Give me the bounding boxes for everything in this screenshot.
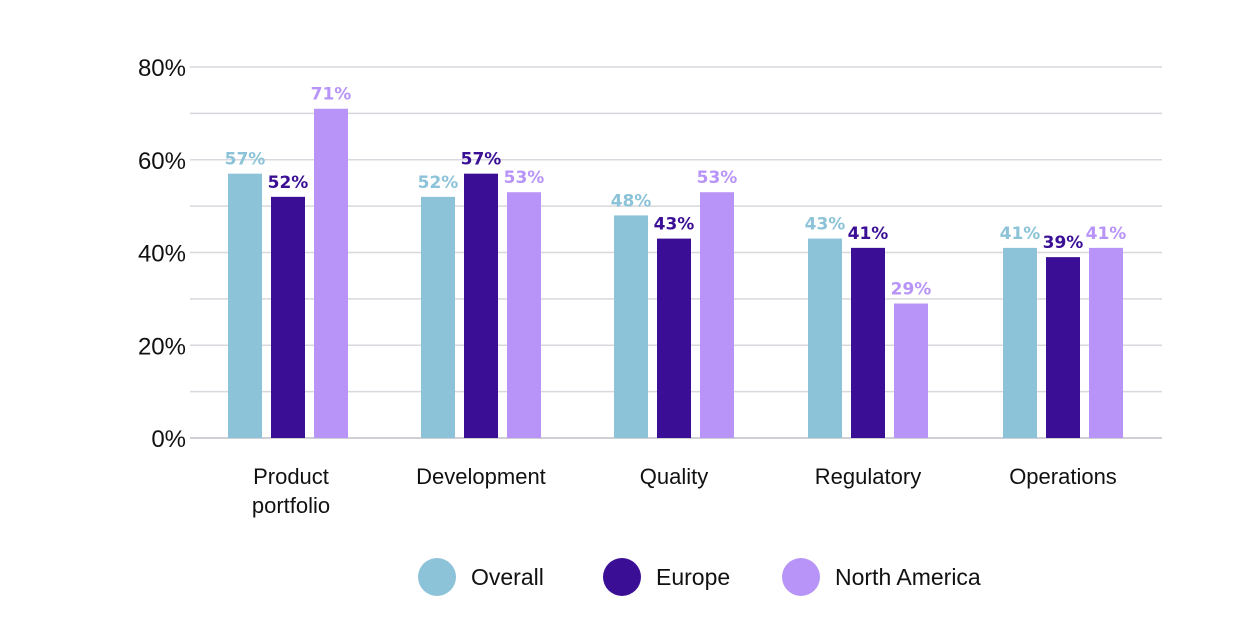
- bar: [1046, 257, 1080, 438]
- category-label: Operations: [1009, 464, 1117, 489]
- bar: [700, 192, 734, 438]
- legend-label: Overall: [471, 564, 544, 590]
- legend-label: North America: [835, 564, 981, 590]
- legend-swatch: [782, 558, 820, 596]
- bar: [1089, 247, 1123, 438]
- data-label: 43%: [654, 215, 695, 235]
- category-label: Regulatory: [815, 464, 921, 489]
- y-tick-label: 60%: [138, 148, 186, 175]
- data-label: 52%: [418, 173, 459, 193]
- bar: [507, 192, 541, 438]
- data-label: 29%: [891, 280, 932, 300]
- data-label: 39%: [1043, 233, 1084, 253]
- data-label: 57%: [225, 150, 266, 170]
- bar: [228, 173, 262, 438]
- data-label: 41%: [1000, 224, 1041, 244]
- data-label: 57%: [461, 150, 502, 170]
- bar: [657, 238, 691, 438]
- bar: [421, 196, 455, 438]
- bar: [808, 238, 842, 438]
- bars: [228, 108, 1123, 439]
- data-label: 71%: [311, 85, 352, 105]
- data-label: 41%: [848, 224, 889, 244]
- y-tick-label: 20%: [138, 333, 186, 360]
- y-tick-label: 0%: [151, 426, 186, 453]
- category-labels: Product portfolio Development Quality Regula…: [252, 464, 1117, 518]
- bar: [1003, 247, 1037, 438]
- data-label: 41%: [1086, 224, 1127, 244]
- legend: Overall Europe North America: [418, 558, 981, 596]
- legend-label: Europe: [656, 564, 730, 590]
- bar: [271, 196, 305, 438]
- y-axis-ticks: 0% 20% 40% 60% 80%: [138, 55, 186, 453]
- category-label: Product portfolio: [252, 464, 330, 518]
- data-label: 52%: [268, 173, 309, 193]
- bar: [614, 215, 648, 438]
- bar: [894, 303, 928, 438]
- data-label: 53%: [504, 168, 545, 188]
- data-label: 43%: [805, 215, 846, 235]
- data-label: 48%: [611, 191, 652, 211]
- bar: [851, 247, 885, 438]
- category-label: Quality: [640, 464, 708, 489]
- data-labels: 57%52%48%43% 41%52%57%43% 41% 39%71%53% 53%2…: [225, 85, 1127, 300]
- legend-swatch: [603, 558, 641, 596]
- bar: [464, 173, 498, 438]
- y-tick-label: 80%: [138, 55, 186, 82]
- y-tick-label: 40%: [138, 241, 186, 268]
- bar: [314, 108, 348, 439]
- legend-swatch: [418, 558, 456, 596]
- data-label: 53%: [697, 168, 738, 188]
- category-label: Development: [416, 464, 546, 489]
